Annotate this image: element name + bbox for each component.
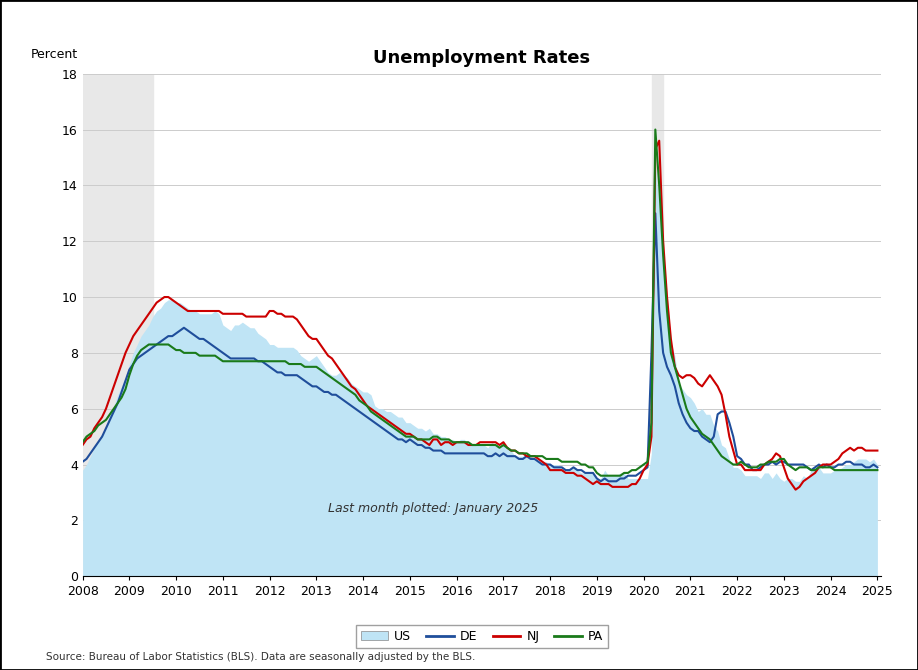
Text: Source: Bureau of Labor Statistics (BLS). Data are seasonally adjusted by the BL: Source: Bureau of Labor Statistics (BLS)… xyxy=(46,652,476,662)
Bar xyxy=(83,74,152,576)
Title: Unemployment Rates: Unemployment Rates xyxy=(374,49,590,66)
Text: Last month plotted: January 2025: Last month plotted: January 2025 xyxy=(328,502,538,515)
Legend: US, DE, NJ, PA: US, DE, NJ, PA xyxy=(355,625,609,648)
Bar xyxy=(652,74,664,576)
Text: Percent: Percent xyxy=(30,48,78,61)
